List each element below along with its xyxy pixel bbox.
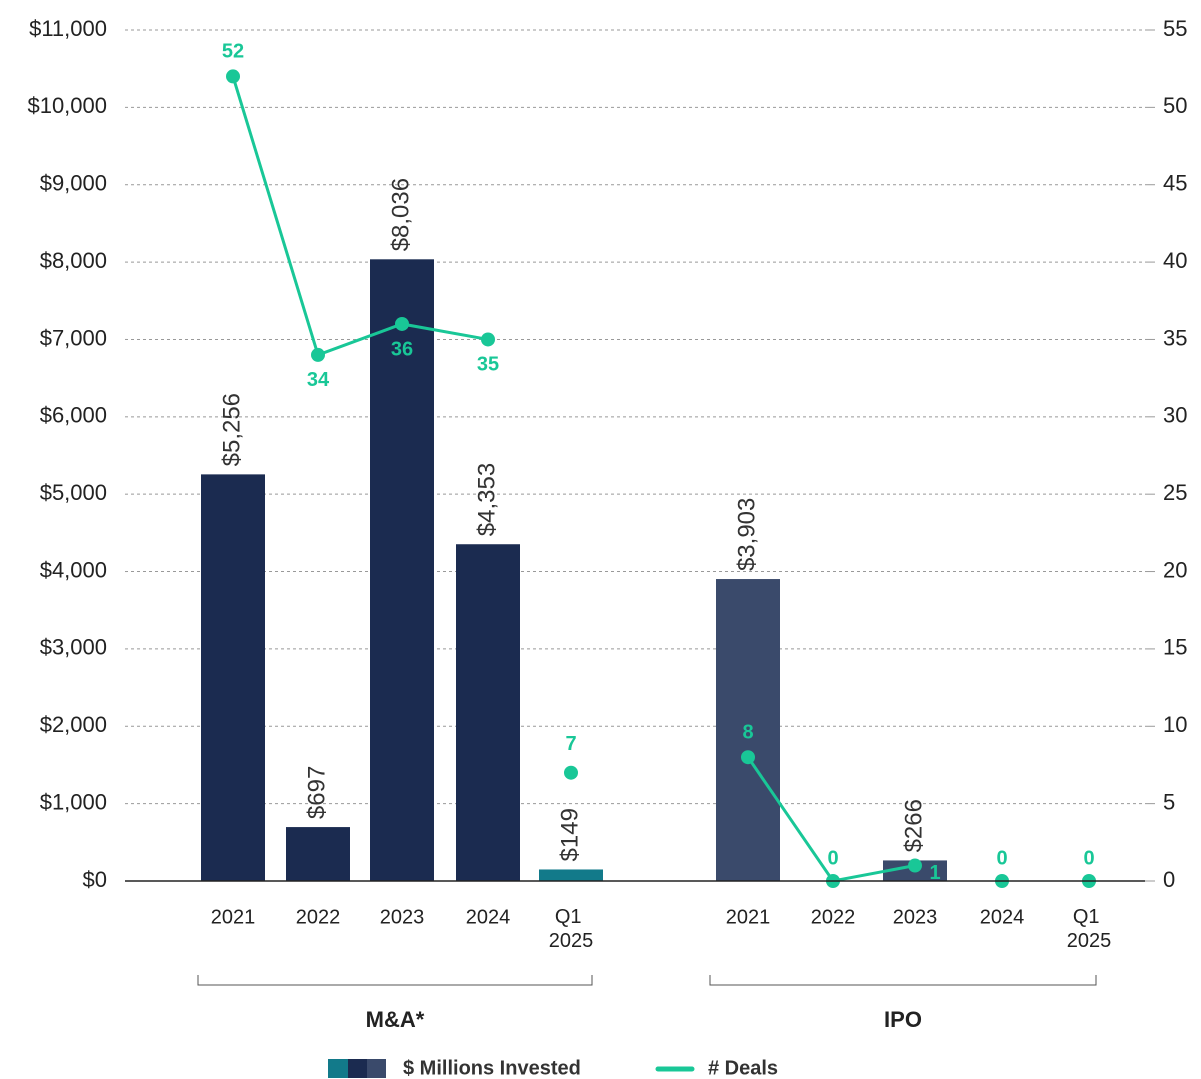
deals-label: 36 xyxy=(391,338,413,360)
bar xyxy=(286,827,350,881)
value-label: $5,256 xyxy=(218,393,245,466)
deals-point xyxy=(908,858,922,873)
y2-tick-label: 40 xyxy=(1163,248,1187,273)
x-tick-label: 2022 xyxy=(811,906,856,928)
deals-line xyxy=(231,75,489,357)
x-tick-label: Q1 2025 xyxy=(549,906,594,952)
value-label: $149 xyxy=(556,808,583,861)
y-tick-label: $3,000 xyxy=(40,635,107,660)
deals-label: 52 xyxy=(222,41,244,63)
value-label: $266 xyxy=(900,799,927,852)
y-tick-label: $10,000 xyxy=(27,93,107,118)
y2-tick-label: 20 xyxy=(1163,557,1187,582)
y2-tick-label: 15 xyxy=(1163,635,1187,660)
y2-tick-label: 10 xyxy=(1163,712,1187,737)
legend-swatch xyxy=(367,1059,386,1078)
deals-point xyxy=(395,316,409,331)
x-tick-label: 2022 xyxy=(296,906,341,928)
deals-point xyxy=(564,765,578,780)
bar xyxy=(539,869,603,881)
y-tick-label: $8,000 xyxy=(40,248,107,273)
deals-point xyxy=(481,332,495,347)
deals-label: 1 xyxy=(929,862,940,884)
group-label: IPO xyxy=(884,1007,922,1032)
bar xyxy=(716,579,780,881)
y-tick-label: $2,000 xyxy=(40,712,107,737)
y-tick-label: $6,000 xyxy=(40,403,107,428)
y2-tick-label: 30 xyxy=(1163,403,1187,428)
y2-tick-label: 45 xyxy=(1163,171,1187,196)
marks xyxy=(201,69,1096,888)
x-tick-label: 2024 xyxy=(980,906,1025,928)
y-tick-label: $11,000 xyxy=(29,16,107,41)
legend-swatch xyxy=(328,1059,348,1078)
value-label: $4,353 xyxy=(473,463,500,536)
y2-tick-label: 25 xyxy=(1163,480,1187,505)
y-tick-label: $1,000 xyxy=(40,789,107,814)
deals-point xyxy=(311,347,325,362)
value-label: $697 xyxy=(303,766,330,819)
x-tick-label: 2021 xyxy=(726,906,771,928)
x-tick-label: 2023 xyxy=(893,906,938,928)
deals-point xyxy=(226,69,240,84)
legend: $ Millions Invested # Deals xyxy=(328,1057,778,1079)
deals-label: 34 xyxy=(307,369,330,391)
y2-tick-label: 5 xyxy=(1163,789,1175,814)
group-bracket xyxy=(197,975,593,986)
group-bracket xyxy=(709,975,1097,986)
deals-label: 0 xyxy=(996,847,1007,869)
y-tick-label: $5,000 xyxy=(40,480,107,505)
y-tick-label: $0 xyxy=(83,867,107,892)
x-tick-label: 2021 xyxy=(211,906,256,928)
y-tick-label: $7,000 xyxy=(40,325,107,350)
deals-point xyxy=(741,750,755,765)
x-tick-label: Q1 2025 xyxy=(1067,906,1112,952)
deals-label: 0 xyxy=(1083,847,1094,869)
deals-label: 35 xyxy=(477,354,499,376)
value-label: $3,903 xyxy=(733,498,760,571)
bar xyxy=(456,544,520,881)
value-label: $8,036 xyxy=(387,178,414,251)
deals-label: 8 xyxy=(742,721,753,743)
deals-label: 7 xyxy=(565,733,576,755)
legend-label: # Deals xyxy=(708,1057,778,1079)
legend-swatch xyxy=(348,1059,367,1078)
legend-label: $ Millions Invested xyxy=(403,1057,581,1079)
y-tick-label: $4,000 xyxy=(40,557,107,582)
y2-tick-label: 55 xyxy=(1163,16,1187,41)
x-tick-label: 2023 xyxy=(380,906,425,928)
y2-tick-label: 0 xyxy=(1163,867,1175,892)
deals-label: 0 xyxy=(827,847,838,869)
bar xyxy=(201,474,265,881)
group-label: M&A* xyxy=(366,1007,425,1032)
y2-tick-label: 35 xyxy=(1163,325,1187,350)
x-tick-label: 2024 xyxy=(466,906,511,928)
grid xyxy=(125,29,1145,805)
y2-tick-label: 50 xyxy=(1163,93,1187,118)
bar xyxy=(370,259,434,882)
y-tick-label: $9,000 xyxy=(40,171,107,196)
